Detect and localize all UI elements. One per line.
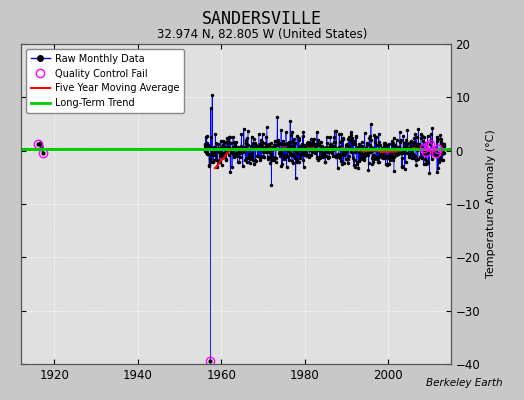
Text: 32.974 N, 82.805 W (United States): 32.974 N, 82.805 W (United States) (157, 28, 367, 41)
Text: SANDERSVILLE: SANDERSVILLE (202, 10, 322, 28)
Y-axis label: Temperature Anomaly (°C): Temperature Anomaly (°C) (486, 130, 496, 278)
Legend: Raw Monthly Data, Quality Control Fail, Five Year Moving Average, Long-Term Tren: Raw Monthly Data, Quality Control Fail, … (26, 49, 184, 113)
Text: Berkeley Earth: Berkeley Earth (427, 378, 503, 388)
